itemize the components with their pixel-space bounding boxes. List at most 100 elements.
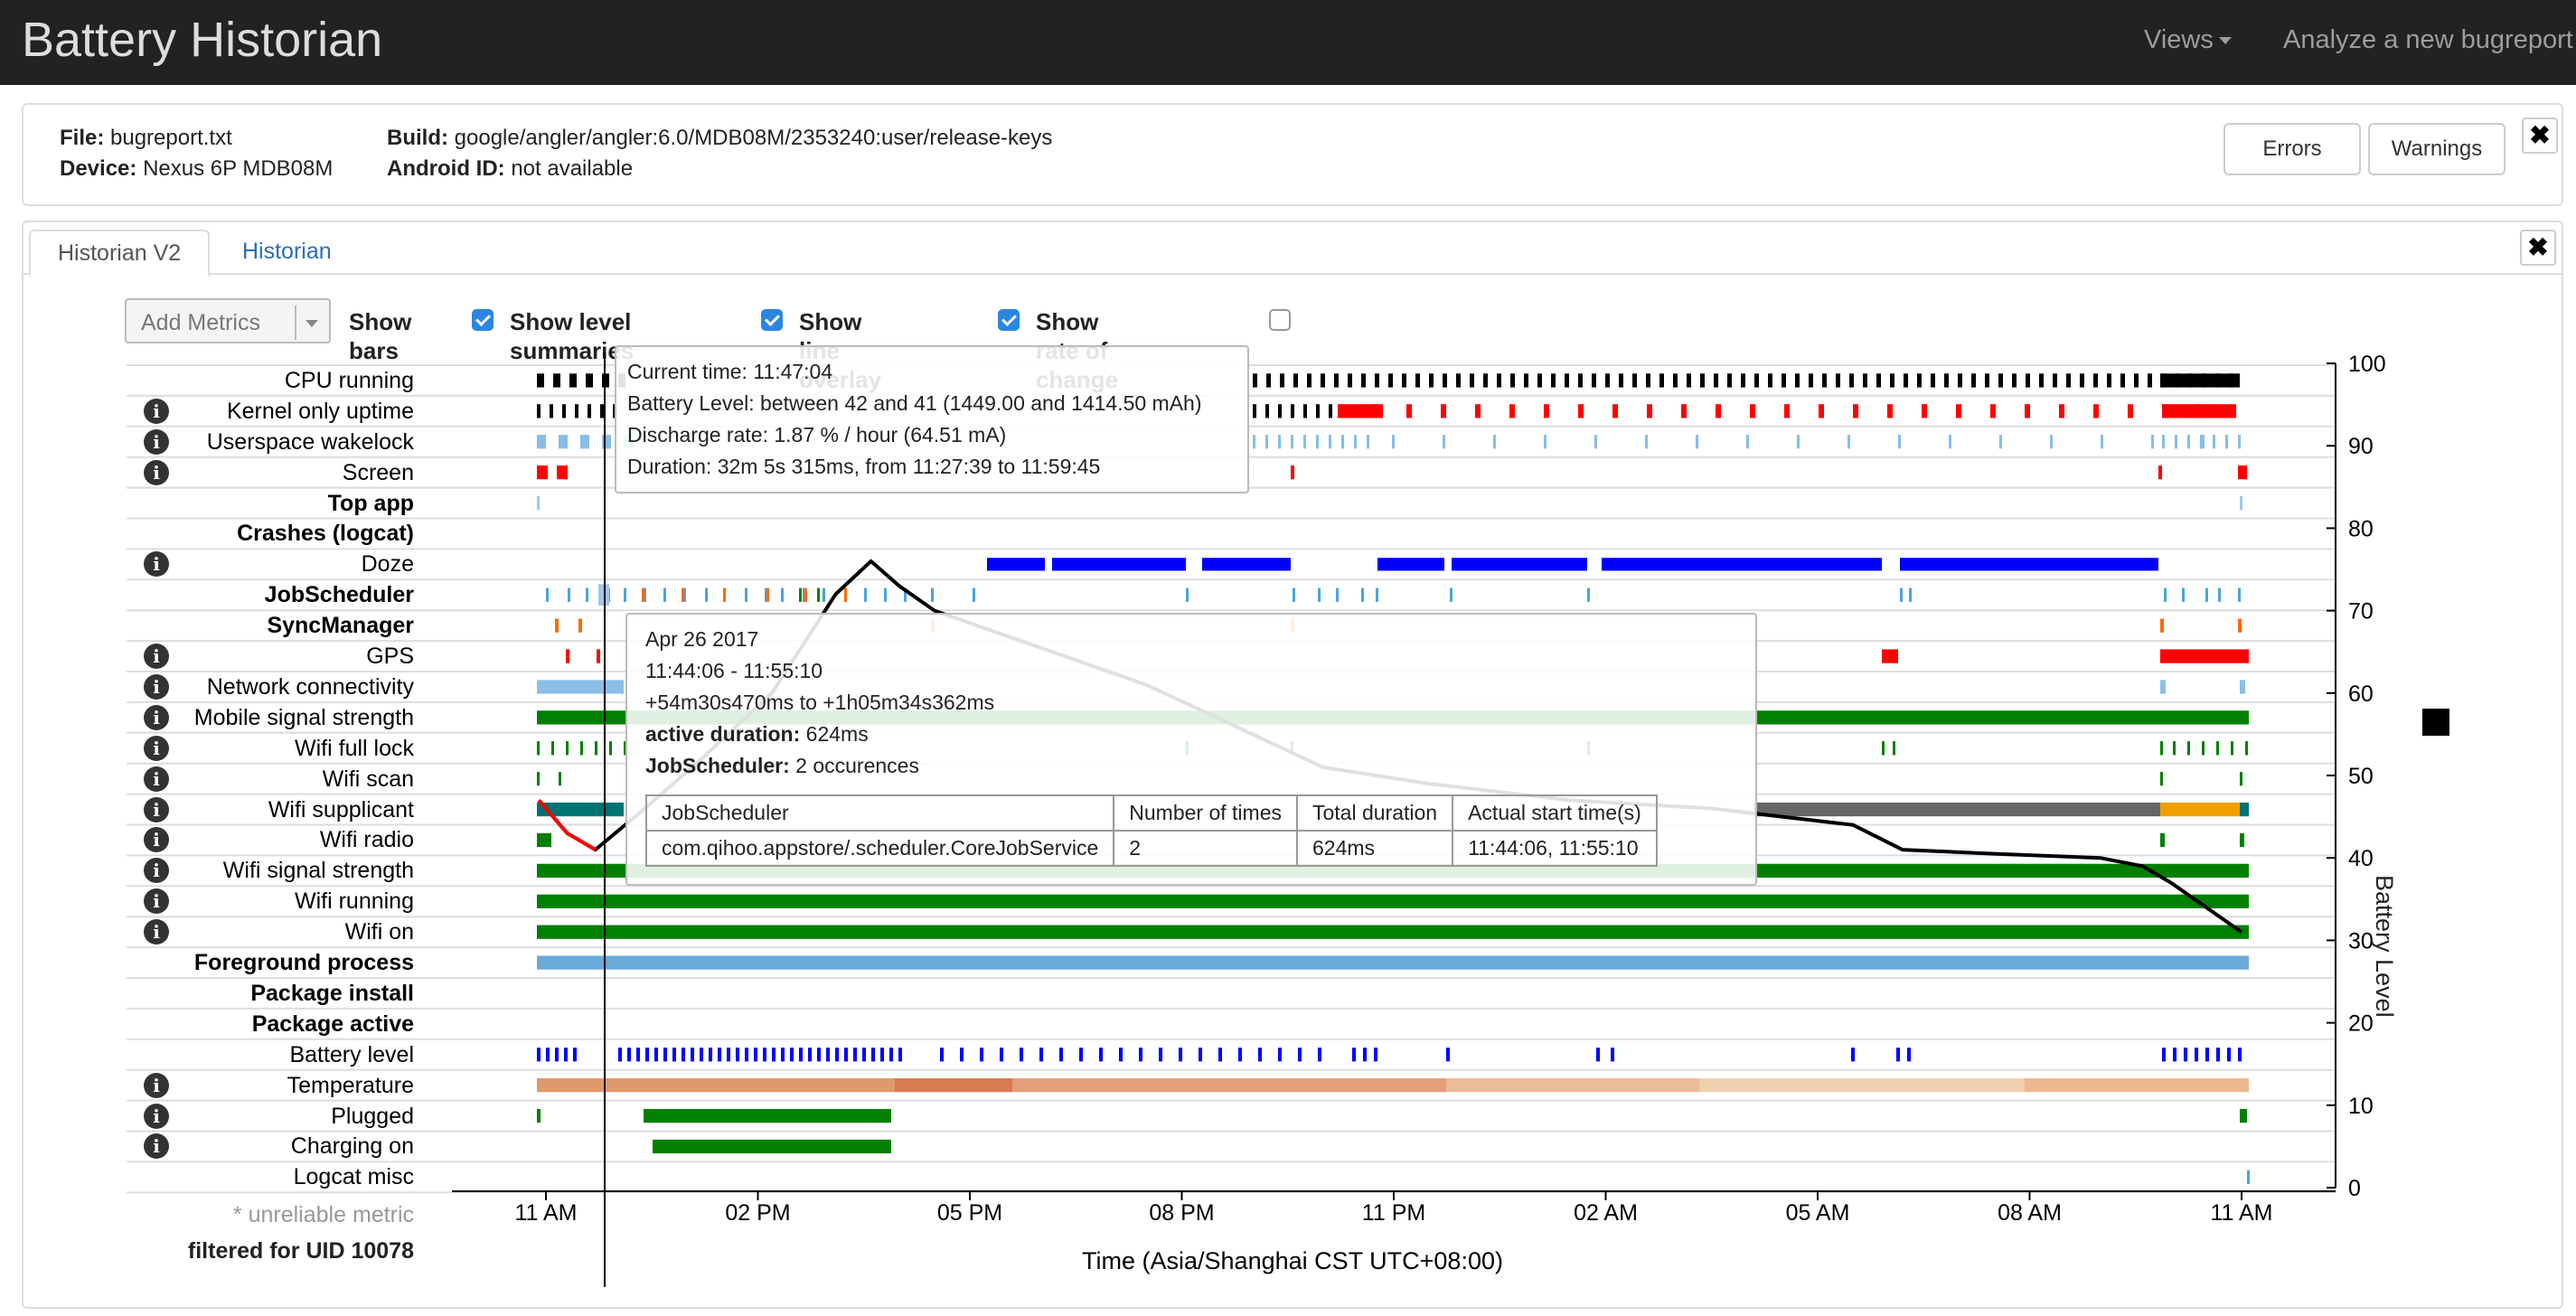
errors-button[interactable]: Errors	[2223, 123, 2361, 175]
temperature-band[interactable]	[895, 1078, 1012, 1093]
battery-level-mark[interactable]	[736, 1048, 739, 1062]
cpu-running-mark[interactable]	[1321, 373, 1325, 388]
battery-level-mark[interactable]	[2216, 1048, 2220, 1062]
kernel-uptime-mark[interactable]	[2093, 404, 2099, 418]
cpu-running-mark[interactable]	[1266, 373, 1271, 388]
cpu-running-mark[interactable]	[1849, 373, 1854, 388]
jobscheduler-mark[interactable]	[765, 588, 767, 602]
wifi-radio-mark[interactable]	[537, 832, 551, 848]
kernel-uptime-mark[interactable]	[588, 404, 591, 418]
plugged-mark[interactable]	[537, 1108, 541, 1123]
userspace-wakelock-mark[interactable]	[2213, 435, 2215, 449]
cpu-running-mark[interactable]	[1388, 373, 1393, 388]
userspace-wakelock-mark[interactable]	[580, 435, 589, 449]
doze-bar[interactable]	[1452, 558, 1587, 571]
network-connectivity-bar[interactable]	[537, 680, 624, 694]
temperature-band[interactable]	[1012, 1078, 1446, 1093]
cpu-running-mark[interactable]	[1782, 373, 1786, 388]
temperature-band[interactable]	[2025, 1078, 2249, 1093]
cpu-running-mark[interactable]	[1524, 373, 1528, 388]
kernel-uptime-mark[interactable]	[562, 404, 566, 418]
wifi-full-lock-mark[interactable]	[624, 741, 626, 756]
kernel-uptime-mark[interactable]	[1291, 404, 1294, 418]
userspace-wakelock-mark[interactable]	[1291, 435, 1293, 449]
info-icon[interactable]: i	[144, 459, 169, 485]
userspace-wakelock-mark[interactable]	[2202, 435, 2205, 449]
battery-level-mark[interactable]	[1374, 1048, 1377, 1062]
cpu-running-mark[interactable]	[1551, 373, 1556, 388]
cpu-running-mark[interactable]	[1809, 373, 1813, 388]
battery-level-mark[interactable]	[1039, 1048, 1043, 1062]
wifi-scan-mark[interactable]	[2160, 772, 2163, 786]
close-file-info-button[interactable]: ✖	[2522, 118, 2558, 154]
syncmanager-mark[interactable]	[555, 618, 559, 633]
wifi-full-lock-mark[interactable]	[537, 741, 540, 756]
wifi-full-lock-mark[interactable]	[580, 741, 583, 756]
battery-level-mark[interactable]	[799, 1048, 803, 1062]
cpu-running-mark[interactable]	[1483, 373, 1488, 388]
userspace-wakelock-mark[interactable]	[2101, 435, 2103, 449]
userspace-wakelock-mark[interactable]	[537, 435, 546, 449]
battery-level-mark[interactable]	[772, 1048, 776, 1062]
cpu-running-mark[interactable]	[1565, 373, 1569, 388]
userspace-wakelock-mark[interactable]	[2050, 435, 2053, 449]
cpu-running-mark[interactable]	[1768, 373, 1772, 388]
cpu-running-mark[interactable]	[1307, 373, 1312, 388]
battery-level-mark[interactable]	[781, 1048, 785, 1062]
jobscheduler-mark[interactable]	[1450, 588, 1453, 602]
info-icon[interactable]: i	[144, 1072, 169, 1098]
show-line-overlay-checkbox[interactable]	[998, 309, 1020, 331]
jobscheduler-mark[interactable]	[546, 588, 549, 602]
wifi-full-lock-mark[interactable]	[2173, 741, 2176, 756]
battery-level-mark[interactable]	[618, 1048, 622, 1062]
battery-level-mark[interactable]	[2184, 1048, 2187, 1062]
cpu-running-mark[interactable]	[1334, 373, 1339, 388]
battery-level-mark[interactable]	[1298, 1048, 1302, 1062]
battery-level-mark[interactable]	[1199, 1048, 1202, 1062]
userspace-wakelock-mark[interactable]	[1341, 435, 1344, 449]
temperature-band[interactable]	[537, 1078, 895, 1093]
doze-bar[interactable]	[1900, 558, 2158, 571]
charging-on-bar[interactable]	[653, 1139, 891, 1154]
kernel-uptime-mark[interactable]	[1716, 404, 1721, 418]
cpu-running-mark[interactable]	[1741, 373, 1745, 388]
battery-level-mark[interactable]	[1318, 1048, 1321, 1062]
cpu-running-mark[interactable]	[1510, 373, 1515, 388]
battery-level-mark[interactable]	[898, 1048, 902, 1062]
battery-level-mark[interactable]	[700, 1048, 703, 1062]
logcat-misc-mark[interactable]	[2247, 1170, 2250, 1184]
kernel-uptime-mark[interactable]	[1853, 404, 1858, 418]
battery-level-mark[interactable]	[844, 1048, 848, 1062]
wifi-full-lock-mark[interactable]	[551, 741, 554, 756]
info-icon[interactable]: i	[144, 644, 169, 670]
jobscheduler-mark[interactable]	[723, 588, 726, 602]
info-icon[interactable]: i	[144, 858, 169, 884]
battery-level-mark[interactable]	[627, 1048, 631, 1062]
kernel-uptime-mark[interactable]	[1265, 404, 1269, 418]
syncmanager-mark[interactable]	[578, 618, 582, 633]
kernel-uptime-mark[interactable]	[1887, 404, 1893, 418]
battery-level-mark[interactable]	[663, 1048, 667, 1062]
cpu-running-mark[interactable]	[1646, 373, 1650, 388]
jobscheduler-mark[interactable]	[799, 588, 802, 602]
jobscheduler-mark[interactable]	[2218, 588, 2221, 602]
cpu-running-mark[interactable]	[1578, 373, 1583, 388]
battery-level-mark[interactable]	[546, 1048, 550, 1062]
battery-level-mark[interactable]	[727, 1048, 730, 1062]
kernel-uptime-mark[interactable]	[1316, 404, 1320, 418]
jobscheduler-mark[interactable]	[931, 588, 934, 602]
battery-level-mark[interactable]	[1352, 1048, 1356, 1062]
gps-mark[interactable]	[566, 649, 569, 663]
kernel-uptime-mark[interactable]	[1278, 404, 1282, 418]
battery-level-mark[interactable]	[718, 1048, 721, 1062]
wifi-scan-mark[interactable]	[559, 772, 561, 786]
cpu-running-mark[interactable]	[1429, 373, 1434, 388]
cpu-running-mark[interactable]	[1361, 373, 1366, 388]
cpu-running-mark[interactable]	[1605, 373, 1610, 388]
kernel-uptime-mark[interactable]	[1922, 404, 1927, 418]
kernel-uptime-mark[interactable]	[1475, 404, 1481, 418]
add-metrics-select[interactable]: Add Metrics	[125, 298, 331, 343]
kernel-uptime-mark[interactable]	[2128, 404, 2133, 418]
battery-level-mark[interactable]	[645, 1048, 649, 1062]
userspace-wakelock-mark[interactable]	[1999, 435, 2002, 449]
